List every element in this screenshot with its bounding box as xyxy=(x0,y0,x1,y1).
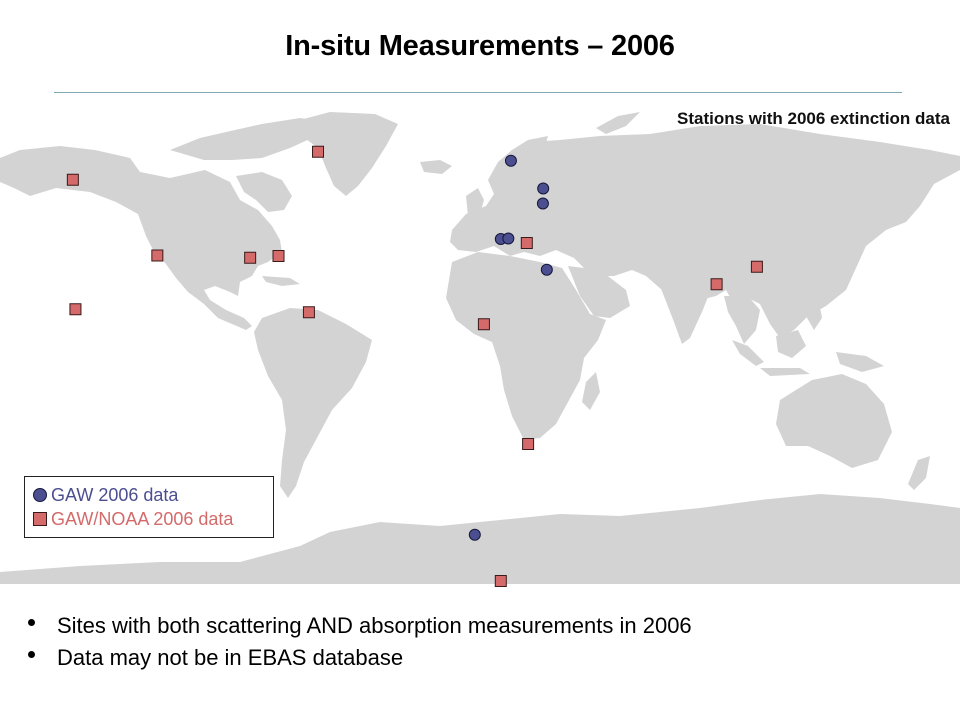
world-map-canvas: Stations with 2006 extinction data xyxy=(0,109,960,587)
land-japan xyxy=(832,222,852,264)
station-marker-gaw-noaa xyxy=(710,278,723,291)
land-south-america xyxy=(254,308,372,498)
station-markers xyxy=(66,145,763,587)
land-eurasia xyxy=(450,124,960,338)
title-divider xyxy=(54,92,902,93)
land-hudson-area xyxy=(236,172,292,212)
land-greenland xyxy=(292,112,398,196)
station-marker-gaw xyxy=(504,154,517,167)
bullet-list: Sites with both scattering AND absorptio… xyxy=(28,610,692,674)
station-marker-gaw xyxy=(540,263,553,276)
land-java xyxy=(760,368,810,376)
station-marker-gaw-noaa xyxy=(244,251,257,264)
station-marker-gaw xyxy=(468,528,481,541)
land-cuba xyxy=(262,276,300,286)
land-australia xyxy=(776,374,892,468)
station-marker-gaw xyxy=(537,182,550,195)
land-india xyxy=(660,282,710,344)
station-marker-gaw-noaa xyxy=(312,145,325,158)
land-madagascar xyxy=(582,372,600,410)
station-marker-gaw-noaa xyxy=(272,250,285,262)
land-borneo xyxy=(776,330,806,358)
world-map: Stations with 2006 extinction data xyxy=(0,100,960,590)
legend-square-icon xyxy=(33,512,47,526)
land-north-america xyxy=(0,146,282,330)
map-heading: Stations with 2006 extinction data xyxy=(677,109,951,128)
map-legend: GAW 2006 data GAW/NOAA 2006 data xyxy=(24,476,274,538)
land-iceland xyxy=(420,160,452,174)
land-sumatra xyxy=(732,340,764,366)
station-marker-gaw xyxy=(536,197,549,210)
station-marker-gaw-noaa xyxy=(520,237,533,249)
bullet-item: Data may not be in EBAS database xyxy=(28,642,692,674)
station-marker-gaw-noaa xyxy=(69,303,82,316)
land-arabia xyxy=(568,266,630,318)
legend-label-gaw-noaa: GAW/NOAA 2006 data xyxy=(51,508,234,529)
legend-circle-icon xyxy=(33,488,47,502)
bullet-marker-icon xyxy=(28,618,35,626)
land-antarctica xyxy=(0,494,960,584)
land-philippines xyxy=(806,296,822,330)
land-great-britain xyxy=(466,188,484,216)
bullet-text: Sites with both scattering AND absorptio… xyxy=(57,613,692,638)
station-marker-gaw-noaa xyxy=(66,173,79,186)
bullet-marker-icon xyxy=(28,650,35,658)
land-new-guinea xyxy=(836,352,884,372)
slide-title: In-situ Measurements – 2006 xyxy=(285,30,675,62)
land-scandinavia xyxy=(494,136,548,196)
station-marker-gaw-noaa xyxy=(151,249,164,262)
legend-item-gaw-noaa: GAW/NOAA 2006 data xyxy=(33,507,233,531)
land-indochina xyxy=(724,296,760,344)
bullet-text: Data may not be in EBAS database xyxy=(57,645,404,670)
station-marker-gaw xyxy=(502,232,515,245)
legend-item-gaw: GAW 2006 data xyxy=(33,483,178,507)
station-marker-gaw-noaa xyxy=(522,438,535,450)
station-marker-gaw-noaa xyxy=(750,260,763,273)
land-novaya-zemlya xyxy=(596,112,640,134)
land-new-zealand xyxy=(908,456,930,490)
land-arctic-archipelago xyxy=(170,118,326,160)
land-africa xyxy=(446,252,606,440)
station-marker-gaw-noaa xyxy=(302,306,315,319)
station-marker-gaw-noaa xyxy=(477,318,490,331)
station-marker-gaw-noaa xyxy=(494,575,507,587)
land-masses xyxy=(0,112,960,584)
legend-label-gaw: GAW 2006 data xyxy=(51,484,179,505)
bullet-item: Sites with both scattering AND absorptio… xyxy=(28,610,692,642)
